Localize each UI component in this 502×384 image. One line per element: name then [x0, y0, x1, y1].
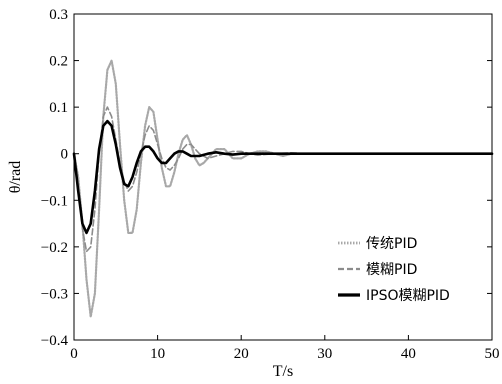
y-tick-label: −0.2 [41, 240, 68, 256]
x-axis-label: T/s [273, 363, 293, 380]
y-tick-label: −0.1 [41, 193, 68, 209]
series-lines [72, 59, 494, 318]
y-tick-label: 0.3 [49, 7, 68, 23]
legend-label-2: 模糊PID [366, 262, 417, 278]
y-tick-label: −0.4 [41, 333, 69, 349]
x-tick-label: 40 [401, 346, 416, 362]
y-tick-label: 0 [61, 147, 69, 163]
legend: 传统PID 模糊PID IPSO模糊PID [338, 236, 450, 304]
y-axis-label: θ/rad [7, 161, 24, 194]
x-tick-label: 50 [485, 346, 500, 362]
x-tick-label: 0 [70, 346, 78, 362]
y-tick-label: 0.1 [49, 100, 68, 116]
x-tick-label: 10 [150, 346, 165, 362]
series-line-2 [73, 106, 493, 253]
series-line-1 [72, 59, 494, 318]
x-tick-label: 30 [317, 346, 332, 362]
plot-frame [73, 13, 493, 341]
series-line-3 [72, 119, 494, 235]
legend-label-1: 传统PID [366, 236, 417, 252]
x-tick-label: 20 [234, 346, 249, 362]
x-axis-ticks: 0 10 20 30 40 50 [70, 335, 500, 362]
y-tick-label: 0.2 [49, 54, 68, 70]
legend-label-3: IPSO模糊PID [366, 288, 450, 304]
y-tick-label: −0.3 [41, 286, 68, 302]
